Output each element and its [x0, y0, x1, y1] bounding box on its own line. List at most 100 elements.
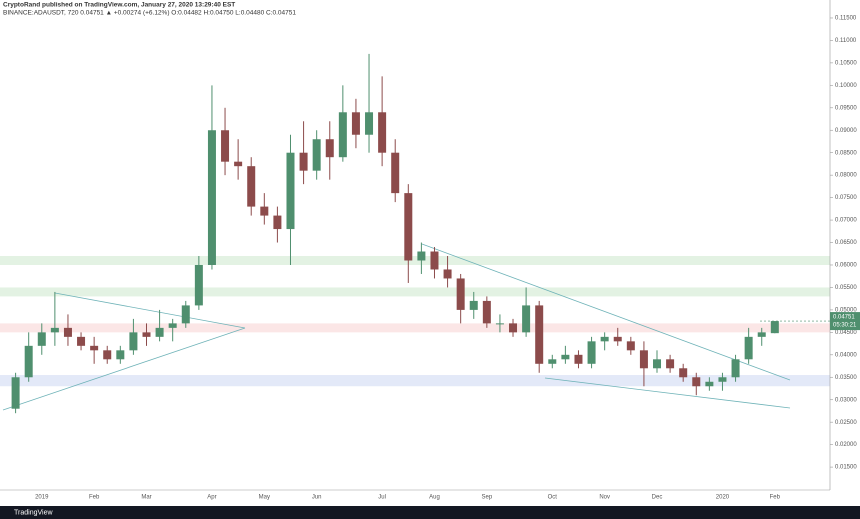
y-tick-label: 0.02000	[835, 442, 857, 448]
last-price-label: 0.04751	[833, 315, 855, 321]
y-tick-label: 0.05000	[835, 307, 857, 313]
candle-body	[535, 305, 544, 364]
candle-body	[705, 381, 714, 387]
x-tick-label: Feb	[89, 495, 100, 501]
y-tick-label: 0.10500	[835, 60, 857, 66]
candle-body	[456, 278, 465, 310]
candle-body	[443, 269, 452, 279]
candle-body	[351, 112, 360, 135]
candle-body	[430, 251, 439, 270]
candle-body	[391, 152, 400, 194]
y-tick-label: 0.06000	[835, 263, 857, 269]
candle-body	[286, 152, 295, 230]
candle-body	[731, 359, 740, 378]
y-tick-label: 0.10000	[835, 83, 857, 89]
candle-body	[273, 215, 282, 230]
x-tick-label: Jun	[312, 495, 322, 501]
candle-body	[757, 332, 766, 337]
y-tick-label: 0.01500	[835, 465, 857, 471]
candle-body	[639, 350, 648, 369]
y-tick-label: 0.11000	[835, 38, 857, 44]
y-tick-label: 0.11500	[835, 16, 857, 22]
candle-body	[495, 323, 504, 325]
candle-body	[247, 166, 256, 207]
candle-body	[509, 323, 518, 333]
candle-body	[168, 323, 177, 328]
candle-body	[142, 332, 151, 337]
y-tick-label: 0.07000	[835, 218, 857, 224]
x-tick-label: 2020	[716, 495, 730, 501]
chart-subtitle: BINANCE:ADAUSDT, 720 0.04751 ▲ +0.00274 …	[3, 10, 296, 17]
x-tick-label: Oct	[548, 495, 558, 501]
y-tick-label: 0.03000	[835, 397, 857, 403]
candle-body	[718, 377, 727, 382]
y-tick-label: 0.09500	[835, 105, 857, 111]
candle-body	[482, 300, 491, 324]
candle-body	[770, 321, 779, 334]
x-tick-label: Mar	[141, 495, 151, 501]
candle-body	[587, 341, 596, 364]
zone	[0, 256, 830, 265]
x-tick-label: Nov	[599, 495, 610, 501]
candle-body	[600, 336, 609, 342]
y-tick-label: 0.06500	[835, 240, 857, 246]
candle-body	[129, 332, 138, 351]
brand: TradingView	[14, 509, 53, 516]
y-tick-label: 0.08000	[835, 173, 857, 179]
candle-body	[378, 112, 387, 153]
x-tick-label: 2019	[35, 495, 49, 501]
y-tick-label: 0.03500	[835, 375, 857, 381]
candle-body	[207, 130, 216, 265]
candle-body	[666, 359, 675, 369]
candle-body	[155, 327, 164, 337]
candle-body	[50, 327, 59, 333]
x-tick-label: May	[259, 495, 270, 501]
candle-body	[37, 332, 46, 346]
candle-body	[90, 345, 99, 351]
y-tick-label: 0.02500	[835, 420, 857, 426]
candle-body	[365, 112, 374, 135]
x-tick-label: Feb	[770, 495, 781, 501]
candle-body	[103, 350, 112, 360]
candle-body	[561, 354, 570, 360]
candle-body	[338, 112, 347, 158]
countdown: 05:30:21	[833, 323, 857, 329]
candle-body	[24, 345, 33, 378]
candle-body	[469, 300, 478, 310]
candle-body	[63, 327, 72, 337]
last-price-box	[830, 312, 860, 331]
zone	[0, 375, 830, 387]
y-tick-label: 0.09000	[835, 128, 857, 134]
chart-title: CryptoRand published on TradingView.com,…	[3, 2, 235, 9]
candle-body	[116, 350, 125, 360]
candle-body	[404, 193, 413, 261]
zone	[0, 323, 830, 333]
trend-lines	[2, 243, 791, 411]
footer	[0, 506, 860, 519]
x-tick-label: Dec	[652, 495, 663, 501]
y-tick-label: 0.05500	[835, 285, 857, 291]
candle-body	[692, 377, 701, 387]
x-tick-label: Jul	[378, 495, 386, 501]
candle-body	[548, 359, 557, 364]
candle-body	[325, 139, 334, 158]
candle-body	[522, 305, 531, 333]
y-tick-label: 0.07500	[835, 195, 857, 201]
candle-body	[613, 336, 622, 342]
x-tick-label: Sep	[481, 495, 492, 501]
x-tick-label: Aug	[429, 495, 440, 501]
candle-body	[181, 305, 190, 324]
candle-body	[77, 336, 86, 346]
candle-body	[299, 152, 308, 171]
candle-body	[11, 377, 20, 409]
y-tick-label: 0.04000	[835, 352, 857, 358]
candle-body	[626, 341, 635, 351]
candle-body	[653, 359, 662, 369]
y-tick-label: 0.08500	[835, 150, 857, 156]
candle-body	[744, 336, 753, 360]
zone	[0, 287, 830, 297]
x-tick-label: Apr	[207, 495, 216, 501]
candle-body	[574, 354, 583, 364]
candle-body	[312, 139, 321, 171]
